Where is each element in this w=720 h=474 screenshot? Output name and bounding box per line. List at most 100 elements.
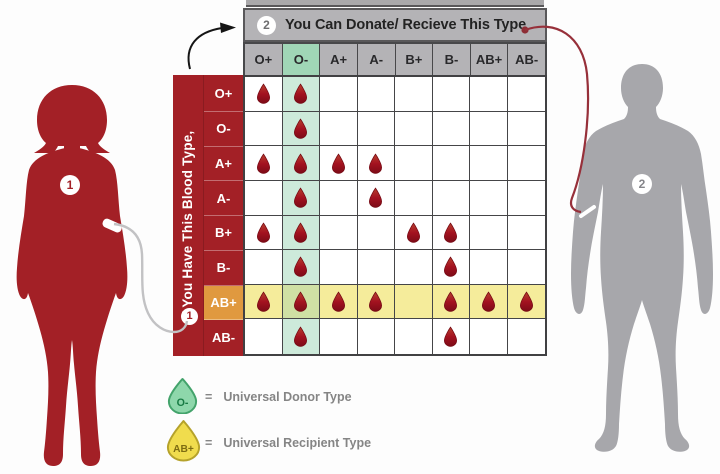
- cell-A--to-AB-: [507, 181, 545, 216]
- cell-AB--to-A-: [358, 319, 395, 354]
- cell-AB--to-B-: [433, 319, 470, 354]
- cell-O--to-A+: [320, 111, 358, 147]
- cell-AB+-to-O+: [245, 284, 283, 320]
- cell-A+-to-O-: [282, 146, 320, 181]
- col-header-A+: A+: [320, 44, 358, 75]
- cell-AB--to-AB-: [508, 319, 546, 354]
- cell-B--to-A+: [320, 250, 358, 285]
- blood-drop-icon: [294, 118, 308, 139]
- col-header-B+: B+: [396, 44, 434, 75]
- cell-O--to-B-: [432, 111, 470, 147]
- cell-B--to-O-: [282, 250, 320, 285]
- cell-AB--to-O+: [245, 319, 283, 354]
- cell-A+-to-A-: [357, 146, 395, 181]
- arrowhead: [220, 22, 236, 33]
- cell-O+-to-AB-: [507, 77, 545, 112]
- blood-drop-icon: [369, 187, 383, 208]
- cell-B--to-B+: [395, 250, 433, 285]
- cell-A--to-B-: [432, 180, 470, 216]
- cell-O--to-AB-: [507, 112, 545, 147]
- cell-AB+-to-AB+: [470, 284, 508, 320]
- cell-B+-to-AB+: [470, 215, 508, 251]
- blood-drop-icon: [256, 291, 270, 312]
- cell-B+-to-O-: [282, 215, 320, 251]
- svg-text:O-: O-: [177, 397, 189, 409]
- matrix-grid: [243, 75, 547, 356]
- cell-AB+-to-B+: [395, 284, 433, 320]
- cell-B--to-B-: [432, 250, 470, 285]
- row-header-O+: O+: [204, 77, 243, 112]
- female-silhouette: [16, 85, 128, 466]
- male-body: [571, 64, 713, 452]
- cell-B+-to-A-: [357, 215, 395, 251]
- cell-AB+-to-B-: [432, 284, 470, 320]
- blood-drop-icon: [294, 187, 308, 208]
- blood-drop-icon: [519, 291, 533, 312]
- cell-O+-to-B+: [395, 77, 433, 112]
- cell-O+-to-O+: [245, 77, 283, 112]
- cell-A--to-B+: [395, 180, 433, 216]
- cell-A+-to-A+: [320, 146, 358, 181]
- cell-B+-to-A+: [320, 215, 358, 251]
- col-header-O-: O-: [282, 44, 321, 75]
- blood-drop-icon: [256, 222, 270, 243]
- cell-A--to-A+: [320, 180, 358, 216]
- female-body: [16, 148, 128, 466]
- blood-drop-icon: [481, 291, 495, 312]
- col-header-A-: A-: [358, 44, 396, 75]
- blood-drop-icon: [256, 83, 270, 105]
- col-header-AB-: AB-: [515, 52, 539, 67]
- row-header-O-: O-: [204, 112, 243, 147]
- cell-AB+-to-O-: [282, 284, 320, 320]
- recipient-number-badge: 2: [632, 174, 652, 194]
- cell-A+-to-B+: [395, 146, 433, 181]
- blood-drop-icon: [444, 326, 458, 347]
- cell-AB--to-O-: [282, 319, 320, 354]
- row-header-A-: A-: [204, 181, 243, 216]
- cell-A--to-O+: [245, 180, 283, 216]
- blood-drop-icon: [369, 153, 383, 174]
- cell-A+-to-O+: [245, 146, 283, 181]
- blood-drop-icon: [331, 291, 345, 312]
- cell-B+-to-B-: [432, 215, 470, 251]
- col-header-O+: O+: [245, 44, 283, 75]
- cell-B+-to-AB-: [507, 216, 545, 251]
- cell-AB+-to-A-: [357, 284, 395, 320]
- blood-drop-icon: [331, 153, 345, 174]
- cell-O+-to-O-: [282, 77, 320, 112]
- cell-A--to-O-: [282, 180, 320, 216]
- cell-O--to-B+: [395, 111, 433, 147]
- cell-A--to-AB+: [470, 180, 508, 216]
- blood-drop-icon: [294, 153, 308, 174]
- column-axis-title: You Can Donate/ Recieve This Type: [285, 17, 527, 33]
- column-header-row: O+ O- A+ A- B+ B- AB+ AB-: [243, 42, 547, 75]
- row-header-A+: A+: [204, 147, 243, 182]
- cell-AB+-to-A+: [320, 284, 358, 320]
- cell-B+-to-O+: [245, 215, 283, 251]
- cell-O+-to-A-: [357, 77, 395, 112]
- universal-donor-label: = Universal Donor Type: [205, 390, 352, 404]
- blood-drop-icon: [256, 153, 270, 174]
- blood-drop-icon: [444, 222, 458, 243]
- cell-AB--to-AB+: [470, 319, 508, 354]
- blood-drop-icon: [294, 326, 308, 347]
- cell-A+-to-AB-: [507, 146, 545, 181]
- female-hair: [34, 85, 110, 153]
- cell-O+-to-A+: [320, 77, 358, 112]
- row-header-AB-: AB-: [211, 329, 236, 345]
- blood-drop-icon: [294, 291, 308, 312]
- cell-O--to-O+: [245, 111, 283, 147]
- cell-AB+-to-AB-: [507, 284, 545, 320]
- col-header-B-: B-: [433, 44, 471, 75]
- cell-B--to-AB+: [470, 250, 508, 285]
- blood-drop-icon: [294, 222, 308, 243]
- cell-AB--to-B+: [395, 319, 433, 354]
- cell-B--to-AB-: [507, 250, 545, 285]
- blood-drop-icon: [444, 256, 458, 278]
- row-header-B-: B-: [204, 251, 243, 286]
- step-1-badge: 1: [181, 308, 198, 325]
- cell-O--to-AB+: [470, 111, 508, 147]
- universal-recipient-drop-icon: AB+: [166, 420, 201, 462]
- cell-O+-to-AB+: [470, 77, 508, 112]
